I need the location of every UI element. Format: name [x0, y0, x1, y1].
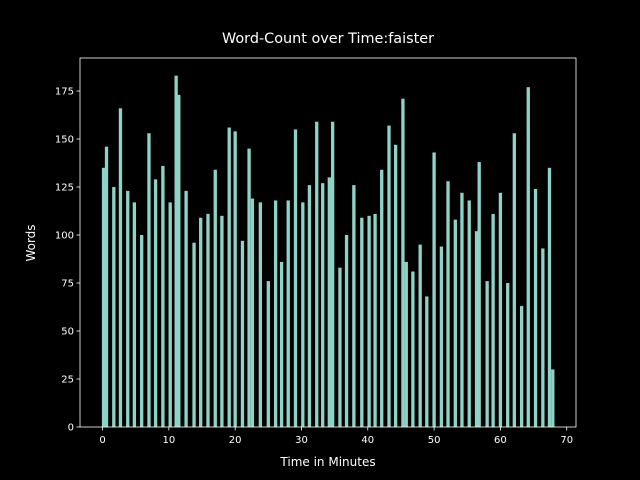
- bar: [446, 181, 450, 427]
- x-tick-label: 70: [560, 435, 573, 446]
- bar: [273, 200, 278, 427]
- bar: [467, 200, 471, 427]
- bar: [519, 306, 524, 427]
- bar: [118, 108, 123, 428]
- x-tick-label: 60: [494, 435, 507, 446]
- bar: [293, 129, 298, 427]
- bar: [301, 202, 305, 427]
- bar: [373, 213, 377, 427]
- bar: [227, 127, 231, 427]
- y-tick-label: 100: [55, 231, 74, 242]
- bar: [453, 219, 457, 427]
- bar: [367, 215, 371, 427]
- bar: [425, 296, 429, 427]
- bar: [432, 152, 436, 427]
- x-tick-label: 30: [295, 435, 308, 446]
- bar: [411, 271, 415, 427]
- y-axis-label: Words: [24, 224, 38, 261]
- x-axis-label: Time in Minutes: [279, 455, 375, 469]
- bar: [307, 185, 312, 427]
- bar: [177, 94, 181, 427]
- y-tick-label: 75: [61, 279, 74, 290]
- x-tick-label: 10: [162, 435, 175, 446]
- bar: [213, 169, 217, 427]
- x-tick-label: 50: [428, 435, 441, 446]
- bar: [184, 190, 188, 427]
- bar: [206, 213, 210, 427]
- bar: [101, 167, 106, 427]
- bar: [233, 131, 237, 427]
- bar: [380, 169, 384, 427]
- y-tick-label: 0: [68, 423, 74, 434]
- chart-title: Word-Count over Time:faister: [222, 31, 434, 47]
- bar: [168, 202, 172, 427]
- bar: [161, 165, 165, 428]
- bar: [404, 261, 408, 427]
- bar: [506, 283, 510, 427]
- bar: [247, 148, 251, 427]
- bar: [174, 75, 178, 428]
- bar: [393, 144, 398, 427]
- bar: [220, 215, 224, 427]
- bar: [352, 185, 356, 427]
- bar: [344, 235, 349, 427]
- bar: [112, 187, 116, 427]
- bar: [477, 162, 481, 427]
- y-tick-label: 125: [55, 183, 74, 194]
- bar: [485, 281, 489, 427]
- bar: [321, 183, 325, 427]
- bar: [338, 267, 342, 427]
- bar: [547, 167, 552, 427]
- bar: [474, 231, 479, 427]
- x-tick-label: 0: [99, 435, 105, 446]
- bar: [418, 244, 422, 427]
- bar: [360, 217, 364, 427]
- bar: [147, 133, 151, 428]
- bar: [330, 121, 335, 427]
- x-tick-label: 40: [361, 435, 374, 446]
- bar: [327, 177, 331, 427]
- y-tick-label: 25: [61, 375, 74, 386]
- bar: [153, 179, 158, 427]
- bar: [266, 281, 270, 427]
- bar: [126, 190, 130, 427]
- bar: [460, 192, 464, 427]
- bar: [132, 202, 137, 427]
- bar: [279, 261, 284, 427]
- bar: [192, 242, 196, 427]
- bar: [541, 248, 545, 427]
- y-tick-label: 175: [55, 87, 74, 98]
- bar: [498, 192, 503, 427]
- y-tick-label: 50: [61, 327, 74, 338]
- bar: [512, 133, 516, 428]
- bar: [250, 198, 255, 427]
- bar: [491, 213, 495, 427]
- bar: [315, 121, 319, 427]
- bar: [533, 188, 538, 427]
- plot-frame: [79, 57, 577, 428]
- x-tick-label: 20: [229, 435, 242, 446]
- bar: [240, 240, 245, 427]
- bar: [439, 246, 444, 427]
- bar: [199, 217, 203, 427]
- bar: [551, 369, 555, 427]
- bar: [258, 202, 263, 427]
- bar: [140, 235, 144, 427]
- bar: [387, 125, 391, 428]
- bar: [104, 146, 109, 427]
- bar: [286, 200, 290, 427]
- bar: [401, 98, 405, 427]
- y-tick-label: 150: [55, 135, 74, 146]
- bar: [526, 87, 530, 427]
